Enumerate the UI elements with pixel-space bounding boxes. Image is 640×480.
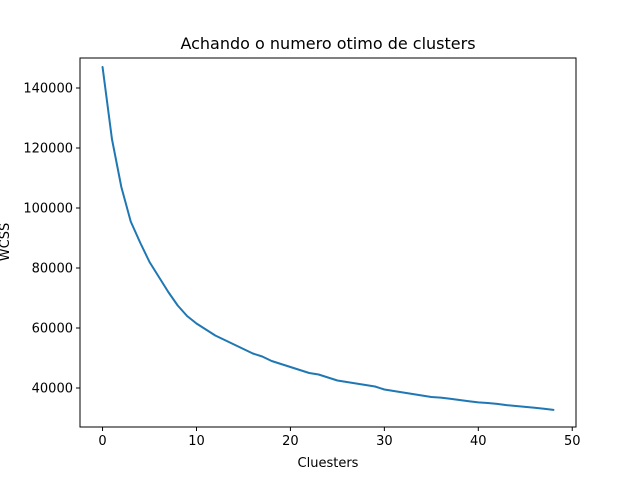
y-tick-label: 60000 [32,322,73,337]
y-tick-label: 140000 [23,82,73,97]
x-tick-label: 30 [376,434,393,449]
plot-frame [79,57,577,428]
y-tick-label: 120000 [23,142,73,157]
x-tick-label: 40 [470,434,487,449]
x-tick-label: 50 [564,434,581,449]
x-tick-label: 20 [282,434,299,449]
x-axis-ticks: 0 10 20 30 40 50 [98,427,581,449]
series-line-wcss [101,66,555,411]
y-axis-label: WCSS [0,223,13,261]
x-tick-label: 10 [188,434,205,449]
x-axis-label: Cluesters [298,456,359,471]
x-tick-label: 0 [98,434,106,449]
chart-title: Achando o numero otimo de clusters [180,34,475,53]
y-axis-ticks: 40000 60000 80000 100000 120000 140000 [23,82,80,397]
y-tick-label: 40000 [32,382,73,397]
y-tick-label: 100000 [23,202,73,217]
y-tick-label: 80000 [32,262,73,277]
